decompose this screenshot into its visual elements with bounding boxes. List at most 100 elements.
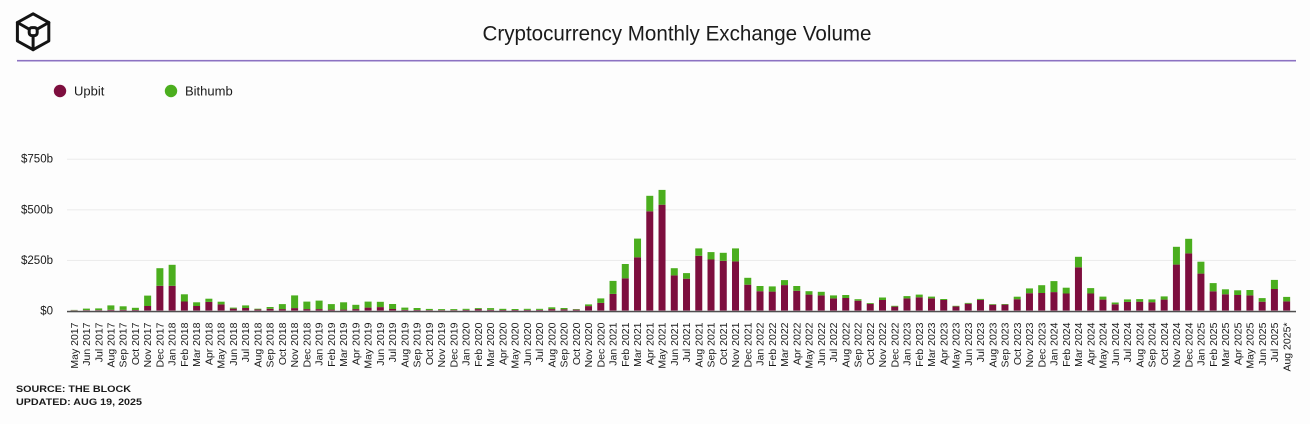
svg-text:Dec 2017: Dec 2017: [154, 322, 166, 367]
svg-text:May 2025: May 2025: [1245, 322, 1257, 368]
svg-text:Jun 2023: Jun 2023: [963, 322, 975, 365]
svg-text:Jun 2025: Jun 2025: [1257, 322, 1269, 365]
svg-text:Nov 2020: Nov 2020: [583, 322, 595, 367]
svg-text:Dec 2023: Dec 2023: [1036, 322, 1048, 367]
svg-text:Jul 2020: Jul 2020: [534, 322, 546, 362]
svg-text:$500b: $500b: [21, 204, 53, 216]
svg-text:May 2024: May 2024: [1098, 322, 1110, 368]
svg-text:Oct 2023: Oct 2023: [1012, 322, 1024, 365]
svg-text:$0: $0: [40, 306, 53, 318]
svg-text:Oct 2020: Oct 2020: [571, 322, 583, 365]
svg-text:Sep 2024: Sep 2024: [1147, 322, 1159, 367]
svg-text:Aug 2023: Aug 2023: [987, 322, 999, 367]
svg-text:Sep 2018: Sep 2018: [265, 322, 277, 367]
svg-text:Jan 2022: Jan 2022: [755, 322, 767, 365]
svg-text:Dec 2024: Dec 2024: [1183, 322, 1195, 367]
svg-text:Dec 2019: Dec 2019: [448, 322, 460, 367]
svg-text:Mar 2022: Mar 2022: [779, 322, 791, 367]
svg-text:Feb 2023: Feb 2023: [914, 322, 926, 367]
svg-text:Apr 2021: Apr 2021: [644, 322, 656, 365]
svg-text:Oct 2022: Oct 2022: [865, 322, 877, 365]
svg-text:Mar 2024: Mar 2024: [1073, 322, 1085, 367]
svg-text:Jan 2023: Jan 2023: [902, 322, 914, 365]
svg-text:Jun 2021: Jun 2021: [669, 322, 681, 365]
svg-text:Jan 2019: Jan 2019: [314, 322, 326, 365]
svg-text:Oct 2019: Oct 2019: [424, 322, 436, 365]
svg-text:Aug 2019: Aug 2019: [399, 322, 411, 367]
svg-text:Jun 2018: Jun 2018: [228, 322, 240, 365]
svg-text:Upbit: Upbit: [74, 84, 105, 99]
svg-text:Apr 2020: Apr 2020: [497, 322, 509, 365]
svg-text:Aug 2020: Aug 2020: [546, 322, 558, 367]
svg-text:Feb 2025: Feb 2025: [1208, 322, 1220, 367]
svg-text:Nov 2021: Nov 2021: [730, 322, 742, 367]
svg-text:Jul 2025: Jul 2025: [1269, 322, 1281, 362]
svg-text:UPDATED: AUG 19, 2025: UPDATED: AUG 19, 2025: [16, 397, 143, 408]
svg-text:May 2023: May 2023: [951, 322, 963, 368]
svg-text:Apr 2022: Apr 2022: [791, 322, 803, 365]
svg-text:Feb 2022: Feb 2022: [767, 322, 779, 367]
svg-text:Feb 2021: Feb 2021: [620, 322, 632, 367]
svg-text:Aug 2017: Aug 2017: [105, 322, 117, 367]
svg-text:Oct 2018: Oct 2018: [277, 322, 289, 365]
svg-text:May 2020: May 2020: [510, 322, 522, 368]
svg-text:Sep 2023: Sep 2023: [1000, 322, 1012, 367]
svg-text:Dec 2021: Dec 2021: [742, 322, 754, 367]
svg-text:Aug 2022: Aug 2022: [840, 322, 852, 367]
svg-text:Bithumb: Bithumb: [185, 84, 233, 99]
svg-text:$250b: $250b: [21, 255, 53, 267]
svg-text:Sep 2021: Sep 2021: [706, 322, 718, 367]
svg-text:Dec 2020: Dec 2020: [595, 322, 607, 367]
svg-text:Apr 2023: Apr 2023: [938, 322, 950, 365]
svg-text:Apr 2024: Apr 2024: [1085, 322, 1097, 365]
svg-text:Jul 2023: Jul 2023: [975, 322, 987, 362]
svg-text:Aug 2025*: Aug 2025*: [1281, 323, 1293, 372]
svg-text:Mar 2025: Mar 2025: [1220, 322, 1232, 367]
svg-text:Nov 2019: Nov 2019: [436, 322, 448, 367]
svg-text:Nov 2023: Nov 2023: [1024, 322, 1036, 367]
svg-text:Jun 2024: Jun 2024: [1110, 322, 1122, 365]
svg-text:Jan 2025: Jan 2025: [1196, 322, 1208, 365]
svg-text:Nov 2017: Nov 2017: [142, 322, 154, 367]
svg-text:Jun 2022: Jun 2022: [816, 322, 828, 365]
svg-text:May 2017: May 2017: [69, 322, 81, 368]
svg-text:Nov 2018: Nov 2018: [289, 322, 301, 367]
svg-text:Apr 2018: Apr 2018: [203, 322, 215, 365]
svg-text:Jul 2017: Jul 2017: [93, 322, 105, 362]
svg-text:Mar 2020: Mar 2020: [485, 322, 497, 367]
svg-text:Dec 2022: Dec 2022: [889, 322, 901, 367]
svg-text:Sep 2017: Sep 2017: [118, 322, 130, 367]
svg-text:Oct 2017: Oct 2017: [130, 322, 142, 365]
svg-text:Oct 2021: Oct 2021: [718, 322, 730, 365]
svg-text:Aug 2021: Aug 2021: [693, 322, 705, 367]
svg-text:Aug 2018: Aug 2018: [252, 322, 264, 367]
svg-text:Apr 2025: Apr 2025: [1232, 322, 1244, 365]
svg-text:Jun 2020: Jun 2020: [522, 322, 534, 365]
svg-text:Jul 2021: Jul 2021: [681, 322, 693, 362]
svg-text:Nov 2022: Nov 2022: [877, 322, 889, 367]
svg-text:Jun 2019: Jun 2019: [375, 322, 387, 365]
svg-text:Jun 2017: Jun 2017: [81, 322, 93, 365]
svg-text:Oct 2024: Oct 2024: [1159, 322, 1171, 365]
svg-text:May 2022: May 2022: [804, 322, 816, 368]
svg-text:Jul 2024: Jul 2024: [1122, 322, 1134, 362]
svg-text:Nov 2024: Nov 2024: [1171, 322, 1183, 367]
svg-text:Sep 2022: Sep 2022: [853, 322, 865, 367]
svg-text:Mar 2019: Mar 2019: [338, 322, 350, 367]
svg-text:$750b: $750b: [21, 154, 53, 166]
svg-text:Feb 2018: Feb 2018: [179, 322, 191, 367]
svg-text:Dec 2018: Dec 2018: [301, 322, 313, 367]
svg-text:Jul 2019: Jul 2019: [387, 322, 399, 362]
svg-text:May 2018: May 2018: [216, 322, 228, 368]
svg-text:Jul 2022: Jul 2022: [828, 322, 840, 362]
svg-text:Sep 2020: Sep 2020: [559, 322, 571, 367]
svg-text:Mar 2021: Mar 2021: [632, 322, 644, 367]
svg-text:Jan 2021: Jan 2021: [608, 322, 620, 365]
svg-text:Jan 2024: Jan 2024: [1049, 322, 1061, 365]
svg-text:May 2019: May 2019: [363, 322, 375, 368]
svg-text:Aug 2024: Aug 2024: [1134, 322, 1146, 367]
svg-text:Jan 2018: Jan 2018: [167, 322, 179, 365]
svg-text:Feb 2019: Feb 2019: [326, 322, 338, 367]
svg-text:May 2021: May 2021: [657, 322, 669, 368]
svg-text:Apr 2019: Apr 2019: [350, 322, 362, 365]
